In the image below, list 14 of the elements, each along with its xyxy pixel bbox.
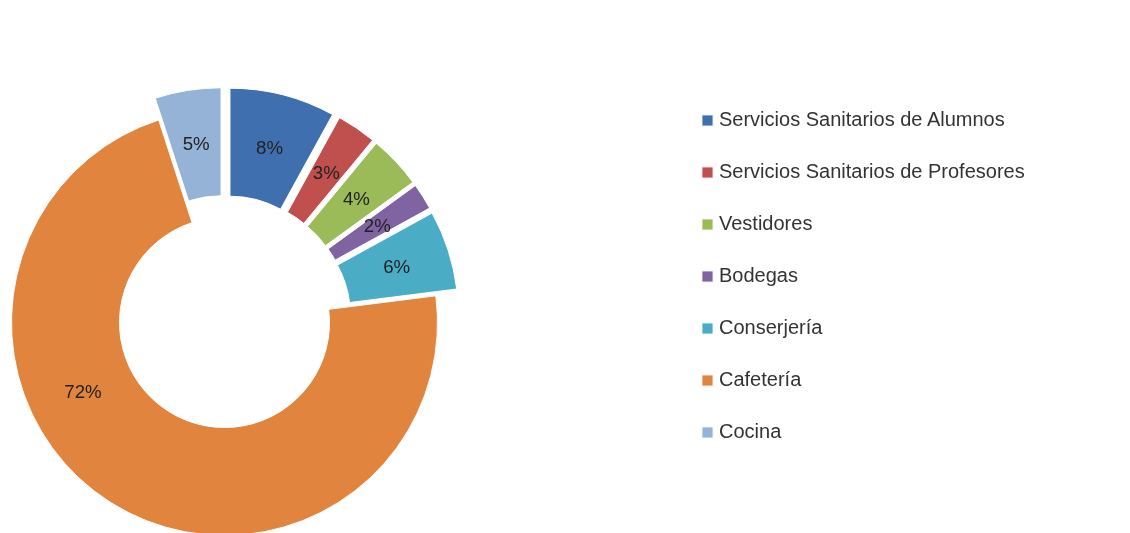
legend-label: Vestidores <box>719 212 813 235</box>
data-label: 4% <box>342 188 370 210</box>
legend-label: Cocina <box>719 420 782 443</box>
data-label: 5% <box>182 133 210 155</box>
legend-label: Bodegas <box>719 264 798 287</box>
data-label: 6% <box>383 256 411 278</box>
legend-label: Servicios Sanitarios de Alumnos <box>719 108 1005 131</box>
legend-label: Conserjería <box>719 316 823 339</box>
data-label: 72% <box>64 381 102 403</box>
legend-label: Cafetería <box>719 368 802 391</box>
data-label: 2% <box>363 215 391 237</box>
legend-label: Servicios Sanitarios de Profesores <box>719 160 1025 183</box>
data-label: 3% <box>312 162 340 184</box>
data-label: 8% <box>256 136 283 158</box>
